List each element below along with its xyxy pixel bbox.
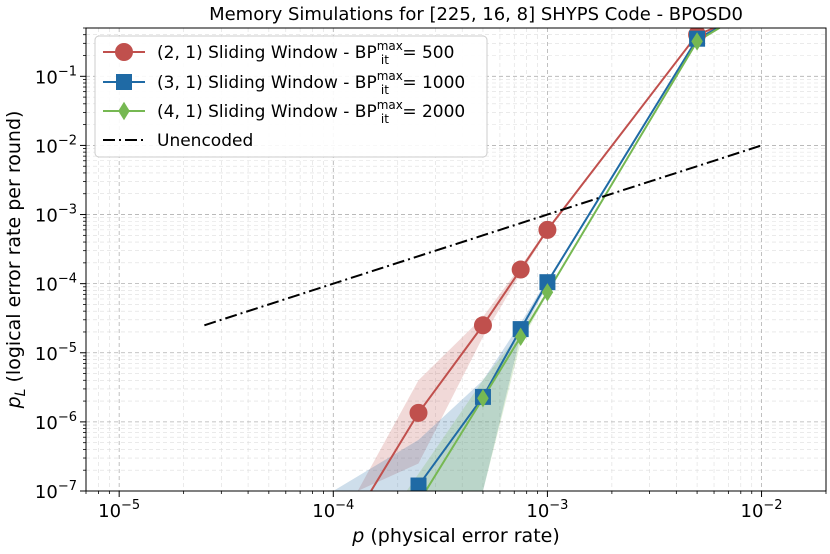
data-point-series-3 <box>541 283 554 302</box>
data-point-series-1 <box>511 260 530 279</box>
data-point-series-3 <box>691 32 703 51</box>
y-axis-label: pL (logical error rate per round) <box>3 111 29 410</box>
series-markers <box>409 28 707 491</box>
data-point-series-3 <box>514 327 527 347</box>
y-tick-label: 10−4 <box>35 272 77 296</box>
x-tick-label: 10−3 <box>526 498 568 522</box>
y-tick-label: 10−6 <box>35 410 77 434</box>
tick-labels: 10−5 10−4 10−3 10−2 10−7 10−6 10−5 10−4 10−3 10−2… <box>35 64 783 522</box>
x-axis-label: p (physical error rate) <box>351 525 560 547</box>
data-point-series-3 <box>477 389 489 408</box>
legend-marker-3 <box>118 101 130 121</box>
data-point-series-2 <box>410 477 427 491</box>
y-tick-label: 10−1 <box>35 64 77 88</box>
x-tick-label: 10−4 <box>312 498 354 522</box>
y-tick-label: 10−7 <box>35 479 77 503</box>
legend-marker-1 <box>115 43 133 61</box>
data-point-series-1 <box>473 316 492 335</box>
legend-marker-2 <box>116 74 132 90</box>
plot-frame <box>85 27 827 492</box>
legend-box <box>94 35 488 158</box>
legend: (2, 1) Sliding Window - BPmax it = 500(3,… <box>94 35 488 158</box>
data-point-series-1 <box>409 403 428 422</box>
legend-label-1: (2, 1) Sliding Window - BPmax it = 500 <box>157 39 454 67</box>
axis-ticks <box>80 27 827 497</box>
legend-label-3: (4, 1) Sliding Window - BPmax it = 2000 <box>157 98 465 126</box>
y-tick-label: 10−2 <box>35 133 77 157</box>
data-point-series-2 <box>539 274 556 291</box>
y-tick-label: 10−5 <box>35 341 77 365</box>
confidence-band-1 <box>357 228 548 491</box>
chart-title: Memory Simulations for [225, 16, 8] SHYP… <box>209 4 743 25</box>
legend-label-2: (3, 1) Sliding Window - BPmax it = 1000 <box>157 69 465 97</box>
x-tick-label: 10−2 <box>741 498 783 522</box>
x-tick-label: 10−5 <box>98 498 140 522</box>
y-tick-label: 10−3 <box>35 203 77 227</box>
data-point-series-1 <box>538 220 557 239</box>
unencoded-line <box>204 144 762 327</box>
confidence-band-2 <box>333 279 548 491</box>
legend-label-4: Unencoded <box>157 131 253 151</box>
